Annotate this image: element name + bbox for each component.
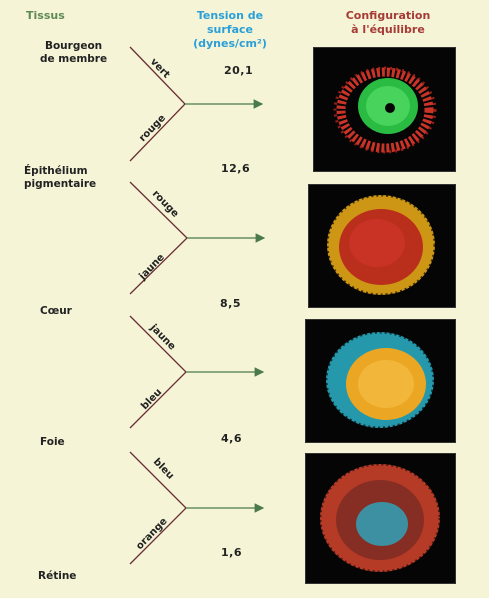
tissue-epithelium-line1: Épithélium	[24, 165, 88, 177]
pairing-2: rouge jaune	[129, 181, 266, 295]
equilibrium-image-2	[308, 184, 456, 308]
tension-value-1: 20,1	[224, 64, 254, 77]
header-config-line1: Configuration	[345, 9, 431, 22]
tissue-epithelium-line2: pigmentaire	[24, 178, 97, 190]
tissue-coeur: Cœur	[40, 305, 72, 317]
pairing-1-lower-label: rouge	[137, 113, 168, 144]
header-tension-line2: (dynes/cm²)	[193, 37, 267, 50]
pairing-2-lower-label: jaune	[137, 252, 167, 283]
header-tension-line1: Tension de surface	[196, 9, 264, 36]
tissue-bourgeon-line1: Bourgeon	[44, 40, 103, 52]
tension-value-2: 12,6	[221, 162, 251, 175]
header-tension: Tension de surface (dynes/cm²)	[178, 9, 282, 51]
tissue-epithelium: Épithélium pigmentaire	[24, 165, 96, 191]
cell-aggregate-2	[325, 193, 437, 297]
tissue-foie: Foie	[40, 436, 65, 448]
tension-value-5: 1,6	[221, 546, 242, 559]
pairing-4-lower-label: orange	[134, 516, 170, 552]
pairing-2-upper-label: rouge	[150, 188, 181, 219]
pairing-1: vert rouge	[129, 46, 264, 162]
pairing-3-lower-label: bleu	[139, 387, 164, 412]
pairing-3: jaune bleu	[129, 315, 265, 429]
pairing-4-upper-label: bleu	[151, 456, 176, 481]
tension-value-3: 8,5	[220, 297, 241, 310]
header-configuration: Configuration à l'équilibre	[342, 9, 434, 37]
equilibrium-image-3	[305, 319, 456, 443]
equilibrium-image-1	[313, 47, 456, 172]
pairing-4: bleu orange	[129, 451, 265, 565]
tissue-bourgeon-line2: de membre	[40, 53, 108, 65]
header-config-line2: à l'équilibre	[351, 23, 425, 36]
cell-aggregate-1	[333, 66, 437, 154]
cell-aggregate-4	[318, 462, 442, 574]
tissue-bourgeon: Bourgeon de membre	[40, 40, 107, 66]
tension-value-4: 4,6	[221, 432, 242, 445]
header-tissus: Tissus	[26, 9, 65, 22]
equilibrium-image-4	[305, 453, 456, 584]
cell-aggregate-3	[324, 330, 436, 430]
tissue-retine: Rétine	[38, 570, 77, 582]
